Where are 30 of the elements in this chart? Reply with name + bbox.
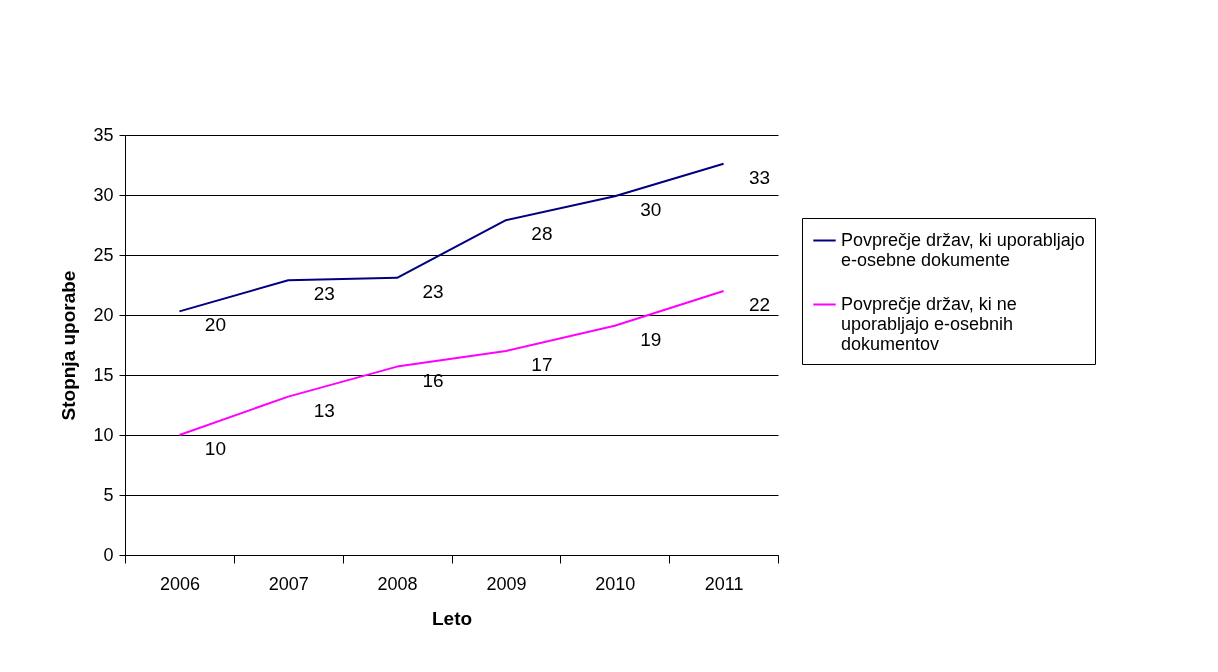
data-label: 28 <box>531 223 553 245</box>
data-label: 23 <box>422 280 444 302</box>
data-label: 10 <box>204 438 226 459</box>
x-tick-label: 2011 <box>704 573 744 594</box>
data-label: 20 <box>204 314 226 336</box>
x-tick-label: 2007 <box>268 573 309 594</box>
data-label: 17 <box>531 354 553 375</box>
data-label: 23 <box>313 283 335 305</box>
line-series <box>178 162 725 313</box>
y-tick-label: 35 <box>93 124 114 145</box>
y-tick-label: 20 <box>93 304 114 325</box>
data-label: 30 <box>640 199 662 221</box>
x-tick-label: 2006 <box>159 573 200 594</box>
y-axis-title: Stopnja uporabe <box>58 270 80 421</box>
data-label: 33 <box>749 166 771 188</box>
y-tick-label: 0 <box>103 544 114 565</box>
data-label: 22 <box>749 294 771 315</box>
y-tick-label: 15 <box>93 364 114 385</box>
legend-label: Povprečje držav, ki uporabljajo e-osebne dokumente <box>841 229 1085 270</box>
x-tick-label: 2009 <box>486 573 527 594</box>
y-tick-label: 30 <box>93 184 114 205</box>
x-axis-title: Leto <box>431 607 473 629</box>
data-label: 19 <box>640 328 662 350</box>
y-tick-label: 10 <box>93 424 114 445</box>
data-label: 13 <box>313 399 335 421</box>
y-tick-label: 25 <box>93 244 114 265</box>
x-tick-label: 2008 <box>377 573 418 594</box>
legend-label: Povprečje držav, ki ne uporabljajo e-osebnih dokumentov <box>841 293 1017 354</box>
y-tick-label: 5 <box>103 484 114 505</box>
x-tick-label: 2010 <box>595 573 636 594</box>
